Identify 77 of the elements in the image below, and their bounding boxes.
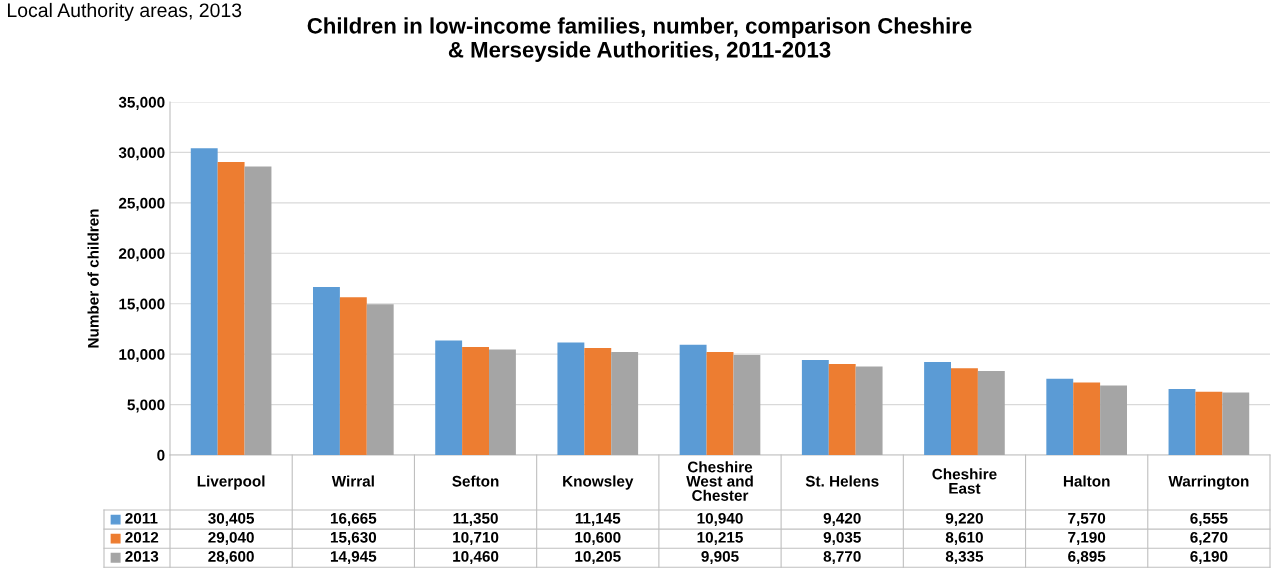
bar <box>366 304 394 455</box>
data-label: 8,610 <box>945 531 983 545</box>
bar <box>1168 388 1196 455</box>
bar <box>951 368 978 455</box>
legend-label: 2011 <box>125 512 158 524</box>
bar <box>924 362 951 455</box>
data-label: 28,600 <box>208 551 254 565</box>
data-label: 10,215 <box>697 531 743 545</box>
data-label: 9,035 <box>823 531 861 545</box>
bar <box>611 352 639 455</box>
x-tick-label: Liverpool <box>197 475 265 490</box>
x-tick-label: St. Helens <box>805 475 879 487</box>
data-label: 6,270 <box>1190 531 1228 545</box>
y-tick-label: 25,000 <box>118 197 165 211</box>
data-label: 15,630 <box>330 531 377 545</box>
chart-title: Children in low-income families, number, comparison Cheshire & Merseyside Authorities, 2011-2013 <box>307 17 972 62</box>
legend-label: 2012 <box>125 531 159 543</box>
data-label: 11,145 <box>575 513 621 526</box>
y-tick-label: 30,000 <box>118 147 165 161</box>
data-label: 10,205 <box>575 551 621 565</box>
bar <box>313 286 340 455</box>
data-label: 10,460 <box>453 551 499 565</box>
data-label: 29,040 <box>208 531 254 545</box>
bar <box>801 359 829 455</box>
y-tick-label: 15,000 <box>119 298 165 312</box>
bar <box>1100 385 1127 455</box>
y-tick-label: 10,000 <box>119 349 165 363</box>
y-tick-label: 0 <box>157 449 165 461</box>
data-label: 14,945 <box>330 551 377 565</box>
y-tick-label: 20,000 <box>118 248 165 262</box>
data-label: 7,190 <box>1068 531 1106 545</box>
bar <box>339 297 367 455</box>
data-label: 6,895 <box>1068 551 1106 565</box>
bar <box>462 346 489 455</box>
bar <box>557 342 585 455</box>
bar <box>190 148 218 455</box>
y-tick-label: 5,000 <box>127 399 165 413</box>
data-label: 9,220 <box>945 512 983 526</box>
data-label: 6,555 <box>1190 512 1228 526</box>
bar <box>977 370 1005 455</box>
bar <box>679 344 707 455</box>
bar <box>733 355 761 455</box>
data-label: 16,665 <box>330 512 377 526</box>
data-label: 7,570 <box>1068 512 1106 526</box>
y-axis-title: Number of children <box>87 209 99 348</box>
bar <box>1195 391 1223 455</box>
data-label: 10,710 <box>453 531 499 545</box>
bar <box>855 366 883 455</box>
bar <box>217 162 245 455</box>
bar <box>435 340 463 455</box>
data-label: 9,905 <box>701 551 739 565</box>
data-label: 10,600 <box>575 531 621 545</box>
x-tick-label: Sefton <box>452 475 499 487</box>
x-tick-label: Wirral <box>331 475 374 487</box>
data-label: 11,350 <box>453 512 498 526</box>
bar <box>706 351 734 455</box>
x-tick-label: Warrington <box>1168 475 1249 490</box>
bar <box>1222 392 1250 455</box>
bar <box>1046 378 1074 455</box>
x-tick-label: Cheshire West and Chester <box>686 461 753 501</box>
data-label: 30,405 <box>208 512 255 526</box>
data-label: 9,420 <box>823 512 861 526</box>
bar <box>1073 382 1101 455</box>
bar <box>244 166 272 455</box>
y-tick-label: 35,000 <box>118 96 165 110</box>
text: Local Authority areas, 2013 <box>7 2 242 22</box>
x-tick-label: Knowsley <box>563 475 634 490</box>
x-tick-label: Cheshire East <box>932 468 997 494</box>
bar <box>584 348 612 455</box>
data-label: 10,940 <box>697 512 743 526</box>
bar <box>489 349 516 455</box>
data-label: 8,770 <box>823 551 861 565</box>
x-tick-label: Halton <box>1063 475 1110 487</box>
legend-label: 2013 <box>125 551 159 562</box>
bar <box>828 363 856 455</box>
data-label: 8,335 <box>945 551 984 565</box>
data-label: 6,190 <box>1190 551 1228 565</box>
